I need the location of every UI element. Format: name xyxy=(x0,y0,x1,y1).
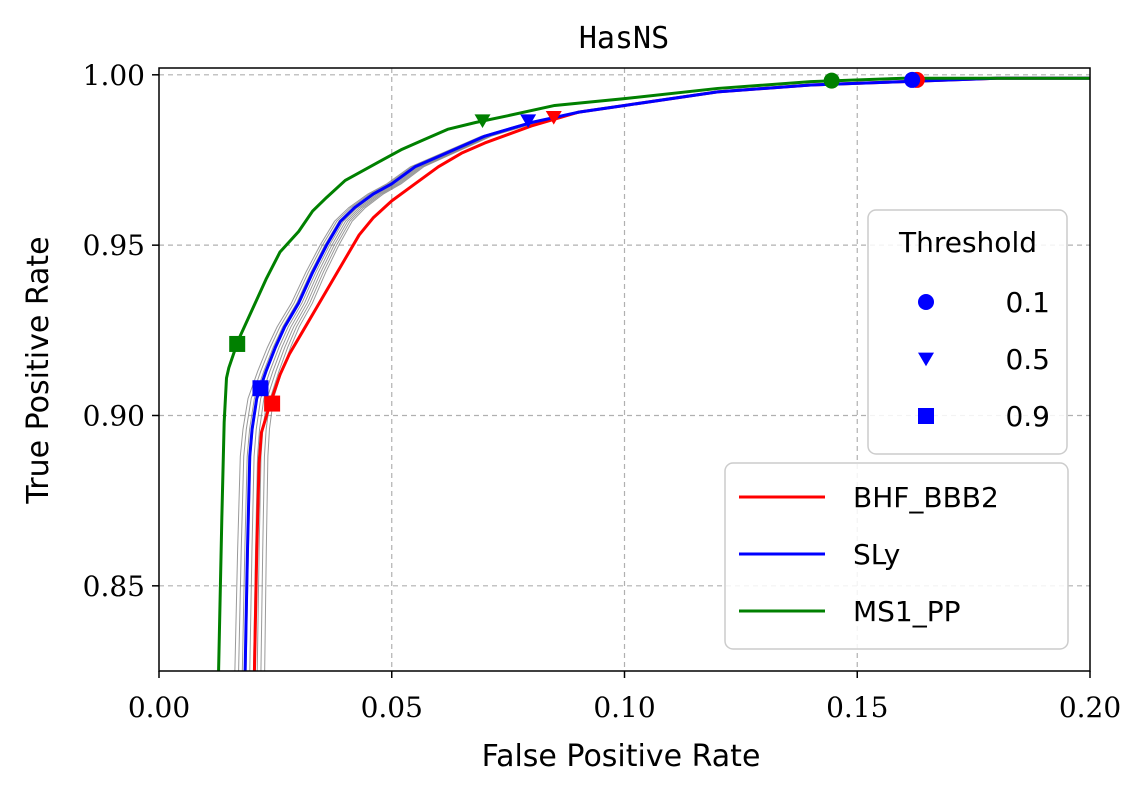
x-axis-ticks: 0.00 0.05 0.10 0.15 0.20 xyxy=(128,671,1121,724)
y-tick-label: 0.95 xyxy=(83,229,145,262)
y-axis-label: True Positive Rate xyxy=(21,236,56,504)
series-line-ms1_pp xyxy=(217,76,1090,671)
series-legend-label: SLy xyxy=(853,538,900,571)
chart-title: HasNS xyxy=(579,21,669,56)
marker-triangle-sly xyxy=(520,114,537,129)
series-legend: BHF_BBB2 SLy MS1_PP xyxy=(724,462,1069,650)
marker-square-bhf_bbb2 xyxy=(264,395,281,412)
x-tick-label: 0.20 xyxy=(1059,691,1121,724)
series-legend-box xyxy=(724,462,1069,650)
marker-circle-sly xyxy=(904,71,921,88)
x-tick-label: 0.15 xyxy=(826,691,888,724)
threshold-legend-marker-circle xyxy=(918,294,934,310)
threshold-legend-label: 0.9 xyxy=(1005,400,1050,433)
threshold-legend-title: Threshold xyxy=(898,226,1037,259)
threshold-legend-marker-square xyxy=(918,408,934,424)
threshold-markers xyxy=(229,71,925,412)
threshold-legend-marker-triangle xyxy=(918,352,934,367)
marker-square-sly xyxy=(252,380,269,397)
y-tick-label: 0.85 xyxy=(83,570,145,603)
x-tick-label: 0.10 xyxy=(593,691,655,724)
marker-triangle-ms1_pp xyxy=(474,114,491,129)
x-tick-label: 0.00 xyxy=(128,691,190,724)
series-legend-label: MS1_PP xyxy=(853,595,961,628)
y-tick-label: 1.00 xyxy=(83,59,145,92)
threshold-legend-label: 0.1 xyxy=(1005,286,1050,319)
x-tick-label: 0.05 xyxy=(361,691,423,724)
threshold-legend: Threshold 0.1 0.5 0.9 xyxy=(867,209,1068,455)
x-axis-label: False Positive Rate xyxy=(482,739,761,774)
threshold-legend-label: 0.5 xyxy=(1005,343,1050,376)
y-tick-label: 0.90 xyxy=(83,399,145,432)
marker-square-ms1_pp xyxy=(229,335,246,352)
y-axis-ticks: 0.85 0.90 0.95 1.00 xyxy=(83,59,159,603)
marker-triangle-bhf_bbb2 xyxy=(545,110,562,125)
marker-circle-ms1_pp xyxy=(823,72,840,89)
threshold-legend-box xyxy=(867,209,1068,455)
series-legend-label: BHF_BBB2 xyxy=(853,481,999,514)
